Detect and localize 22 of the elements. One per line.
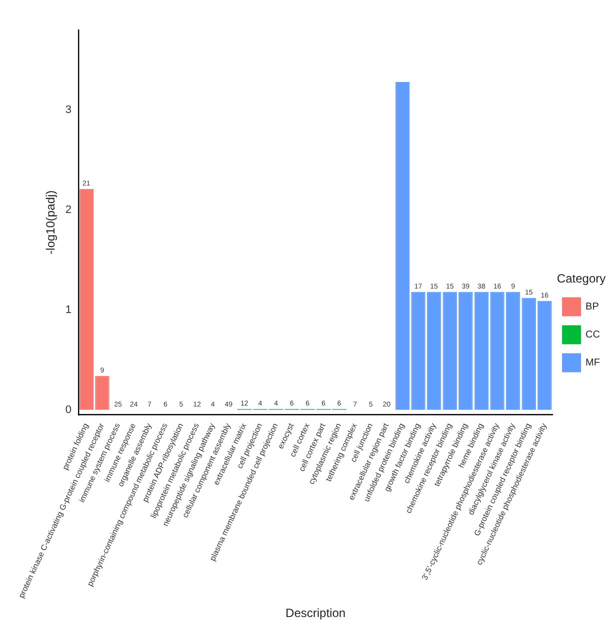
legend-label: BP [586, 301, 600, 312]
y-tick-label: 1 [65, 304, 72, 316]
bar [442, 292, 457, 410]
bar [490, 292, 504, 410]
bar [395, 82, 410, 410]
bar [538, 300, 552, 410]
bar [474, 292, 489, 410]
bar [458, 292, 473, 410]
bar [522, 298, 536, 410]
bar [79, 188, 94, 410]
legend-label: MF [586, 357, 600, 368]
y-tick-label: 3 [65, 104, 72, 116]
x-axis-title: Description [286, 606, 346, 620]
bar [506, 292, 520, 410]
legend-title: Category [556, 272, 606, 286]
bar [426, 292, 442, 410]
y-axis-title: -log10(padj) [44, 190, 58, 254]
legend-label: CC [586, 329, 600, 340]
bar [95, 376, 110, 410]
y-tick-label: 0 [65, 404, 72, 416]
y-tick-label: 2 [65, 204, 72, 216]
bar [411, 292, 426, 410]
